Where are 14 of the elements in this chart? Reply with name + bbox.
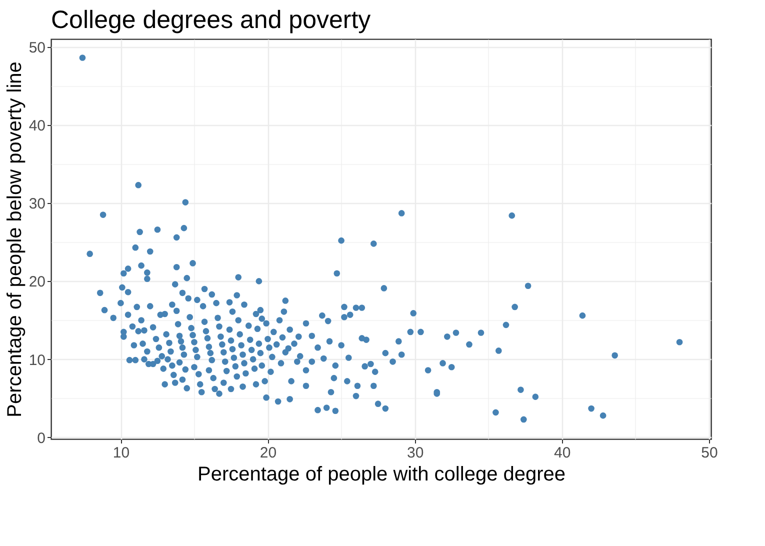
y-tick-label: 30	[28, 196, 46, 213]
y-tick-label: 20	[28, 274, 46, 291]
y-tick-label: 10	[28, 352, 46, 369]
x-axis-title: Percentage of people with college degree	[197, 464, 566, 486]
x-tick-label: 20	[260, 444, 277, 462]
y-tick-label: 0	[37, 430, 46, 447]
y-tick-label: 50	[28, 39, 46, 56]
y-tick-label: 40	[28, 117, 46, 134]
y-axis-title: Percentage of people below poverty line	[4, 62, 26, 418]
chart-title: College degrees and poverty	[51, 6, 372, 34]
x-tick-label: 40	[554, 444, 571, 462]
x-tick-label: 50	[701, 444, 718, 462]
x-tick-label: 10	[112, 444, 130, 462]
x-tick-label: 30	[406, 444, 424, 462]
